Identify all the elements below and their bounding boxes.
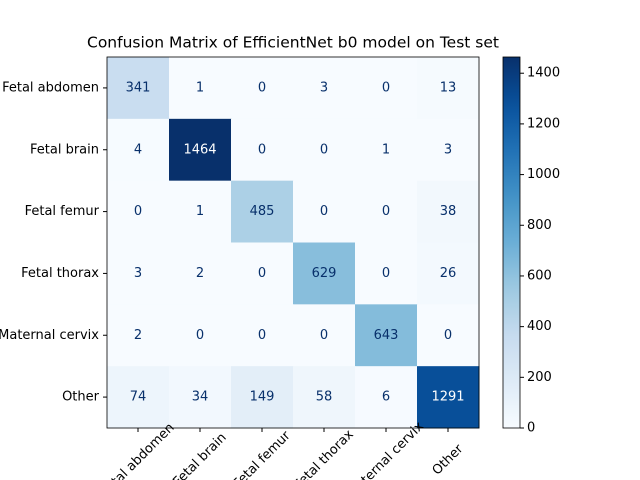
cell <box>417 118 480 182</box>
cell-label: 0 <box>258 266 266 281</box>
cell-label: 1 <box>196 204 204 219</box>
cell <box>417 57 480 120</box>
cell-label: 2 <box>134 328 142 343</box>
cell-label: 643 <box>374 328 399 343</box>
x-tick-label: Other <box>430 441 467 478</box>
cell-label: 4 <box>134 142 142 157</box>
cell <box>169 57 232 120</box>
colorbar <box>502 56 521 429</box>
y-tick-label: Fetal abdomen <box>2 80 99 95</box>
cell <box>417 366 480 429</box>
cell <box>355 366 418 429</box>
cell-label: 341 <box>126 80 151 95</box>
cell <box>355 118 418 182</box>
colorbar-tick-label: 800 <box>527 218 552 233</box>
colorbar-tick-label: 1200 <box>527 116 560 131</box>
cell-label: 0 <box>444 328 452 343</box>
cell <box>169 180 232 243</box>
cell-label: 0 <box>382 266 390 281</box>
colorbar-tick-label: 0 <box>527 421 535 436</box>
cell-label: 0 <box>258 328 266 343</box>
x-tick-label: Fetal thorax <box>291 427 357 480</box>
cell <box>107 366 170 429</box>
cell <box>231 366 294 429</box>
cell <box>355 57 418 120</box>
cell <box>293 180 356 243</box>
cell <box>169 366 232 429</box>
y-tick-label: Other <box>62 390 100 405</box>
cell <box>231 57 294 120</box>
colorbar-tick-label: 200 <box>527 370 552 385</box>
cell-label: 629 <box>312 266 337 281</box>
cell-label: 2 <box>196 266 204 281</box>
chart-title: Confusion Matrix of EfficientNet b0 mode… <box>87 34 499 52</box>
cell-label: 1 <box>196 80 204 95</box>
cell <box>231 242 294 305</box>
cell <box>293 242 356 305</box>
cell-label: 0 <box>134 204 142 219</box>
cell-label: 3 <box>320 80 328 95</box>
cell <box>417 180 480 243</box>
cell <box>231 180 294 243</box>
cell-label: 0 <box>258 142 266 157</box>
cell-label: 6 <box>382 390 390 405</box>
y-tick-label: Fetal thorax <box>21 266 99 281</box>
cell <box>293 118 356 182</box>
cell-label: 0 <box>196 328 204 343</box>
cell-label: 13 <box>440 80 457 95</box>
cell <box>293 57 356 120</box>
colorbar-tick-label: 1000 <box>527 167 560 182</box>
cell-label: 0 <box>258 80 266 95</box>
cell-label: 58 <box>316 390 333 405</box>
y-tick-label: Maternal cervix <box>0 328 99 343</box>
cell-label: 0 <box>382 80 390 95</box>
cell-label: 1 <box>382 142 390 157</box>
cell <box>107 242 170 305</box>
cell-label: 26 <box>440 266 457 281</box>
cell-label: 0 <box>320 328 328 343</box>
cell-label: 3 <box>444 142 452 157</box>
cell <box>355 242 418 305</box>
cell-label: 1464 <box>183 142 216 157</box>
cell <box>417 242 480 305</box>
cell-label: 74 <box>130 390 147 405</box>
cell <box>231 118 294 182</box>
cell <box>107 304 170 367</box>
cell-label: 0 <box>382 204 390 219</box>
y-tick-label: Fetal brain <box>30 142 99 157</box>
cell <box>169 304 232 367</box>
colorbar-tick-label: 600 <box>527 268 552 283</box>
cell-label: 485 <box>250 204 275 219</box>
cell-label: 1291 <box>431 390 464 405</box>
cell <box>355 304 418 367</box>
colorbar-tick-label: 400 <box>527 319 552 334</box>
cell <box>169 118 232 182</box>
cell-label: 0 <box>320 204 328 219</box>
cell <box>417 304 480 367</box>
cell <box>231 304 294 367</box>
cell-label: 38 <box>440 204 457 219</box>
colorbar-tick-label: 1400 <box>527 66 560 81</box>
cell <box>355 180 418 243</box>
x-tick-label: Fetal femur <box>230 428 294 480</box>
cell <box>293 366 356 429</box>
cell-label: 3 <box>134 266 142 281</box>
cell-label: 34 <box>192 390 209 405</box>
y-tick-label: Fetal femur <box>25 204 100 219</box>
cell-label: 149 <box>250 390 275 405</box>
cell <box>107 57 170 120</box>
x-tick-label: Fetal brain <box>170 430 229 480</box>
cell <box>107 118 170 182</box>
cell-label: 0 <box>320 142 328 157</box>
plot-frame <box>106 56 480 429</box>
cell <box>169 242 232 305</box>
cell <box>107 180 170 243</box>
cell <box>293 304 356 367</box>
